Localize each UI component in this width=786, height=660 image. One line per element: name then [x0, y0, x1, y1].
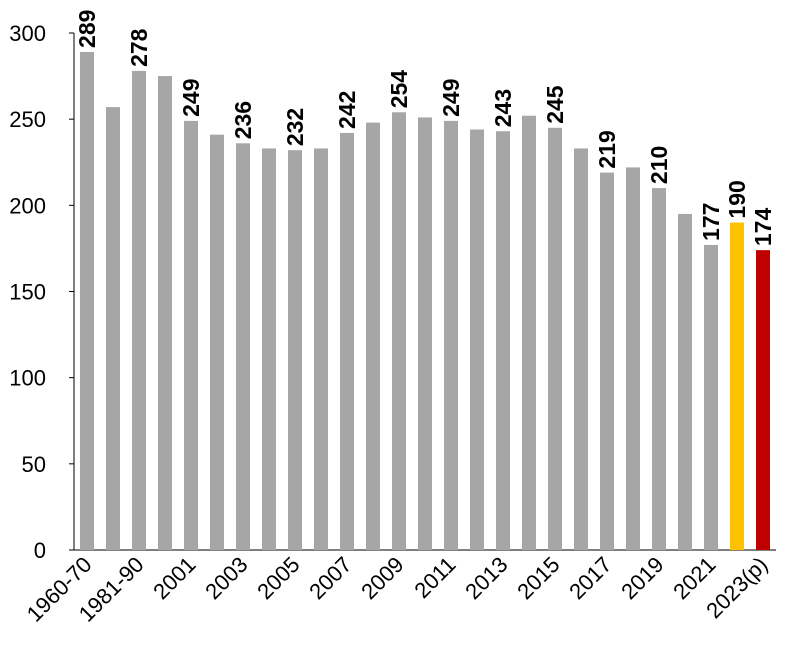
- bar: [730, 222, 744, 551]
- y-tick-label: 250: [9, 107, 46, 132]
- bar: [444, 120, 458, 550]
- x-tick-label: 2001: [148, 552, 200, 604]
- y-tick-label: 50: [22, 452, 46, 477]
- x-tick-label: 2013: [460, 552, 512, 604]
- bar: [678, 213, 692, 550]
- value-label: 245: [542, 85, 568, 124]
- y-tick-label: 150: [9, 280, 46, 305]
- value-label: 174: [750, 208, 776, 247]
- bar: [522, 115, 536, 550]
- bar: [574, 148, 588, 551]
- value-label: 289: [74, 10, 100, 48]
- value-label: 254: [386, 70, 412, 109]
- y-tick-label: 300: [9, 21, 46, 46]
- x-tick-label: 2011: [409, 552, 460, 603]
- value-label: 210: [646, 146, 672, 184]
- x-tick-label: 2007: [304, 552, 356, 604]
- y-tick-label: 0: [34, 538, 46, 563]
- x-tick-label: 2003: [200, 552, 252, 604]
- bar: [600, 172, 614, 550]
- bar: [314, 148, 328, 551]
- bar: [392, 112, 406, 551]
- y-tick-label: 200: [9, 193, 46, 218]
- x-tick-label: 2015: [512, 552, 564, 604]
- bar: [158, 76, 172, 550]
- value-label: 278: [126, 28, 152, 67]
- bar: [132, 70, 146, 550]
- bar: [262, 148, 276, 551]
- bar: [470, 129, 484, 551]
- bar: [340, 132, 354, 550]
- bar: [652, 188, 666, 550]
- x-tick-label: 2017: [564, 552, 616, 604]
- value-label: 219: [594, 130, 620, 168]
- value-label: 242: [334, 91, 360, 129]
- value-label: 232: [282, 108, 308, 146]
- bar: [106, 107, 120, 550]
- bar: [210, 134, 224, 550]
- value-label: 177: [698, 203, 724, 241]
- bar: [236, 143, 250, 550]
- bar: [626, 167, 640, 551]
- x-tick-label: 2009: [356, 552, 408, 604]
- bar: [288, 150, 302, 551]
- x-tick-label: 2019: [616, 552, 668, 604]
- bar: [184, 120, 198, 550]
- bar: [80, 51, 94, 550]
- value-label: 249: [438, 79, 464, 117]
- bar: [756, 250, 770, 550]
- bar: [548, 127, 562, 551]
- value-label: 243: [490, 89, 516, 127]
- bar: [704, 244, 718, 550]
- bar: [366, 122, 380, 550]
- value-label: 236: [230, 101, 256, 139]
- y-tick-label: 100: [9, 366, 46, 391]
- x-tick-label: 2005: [252, 552, 304, 604]
- value-label: 249: [178, 79, 204, 117]
- bar: [418, 117, 432, 551]
- value-label: 190: [724, 180, 750, 218]
- bar: [496, 131, 510, 551]
